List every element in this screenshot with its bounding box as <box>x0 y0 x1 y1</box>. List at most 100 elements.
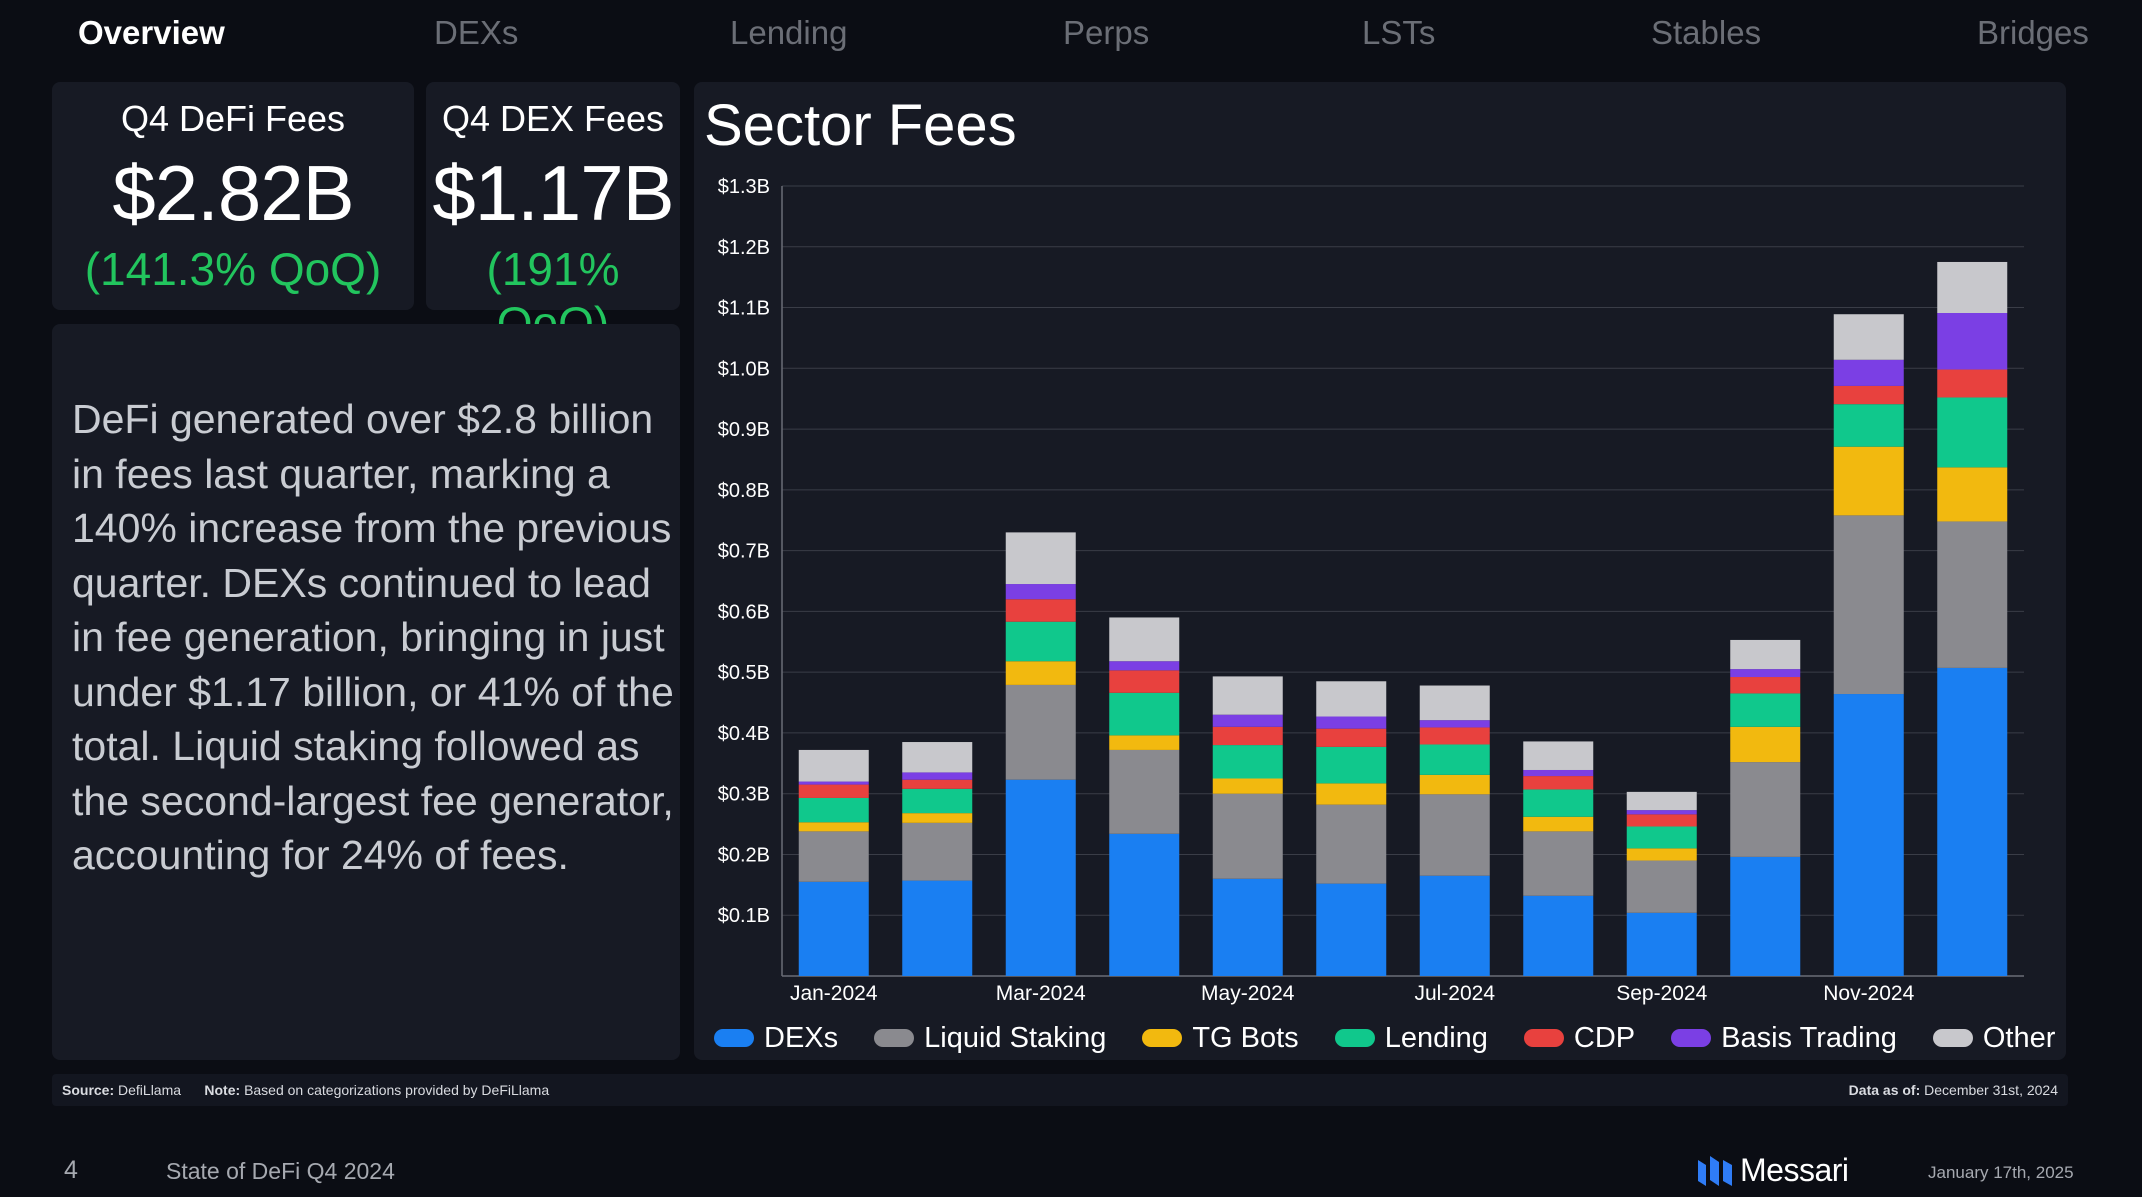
summary-text: DeFi generated over $2.8 billion in fees… <box>72 396 674 878</box>
x-tick-label: Jan-2024 <box>790 982 878 1005</box>
tab-lending[interactable]: Lending <box>730 14 848 51</box>
legend-swatch <box>1334 1029 1375 1047</box>
bar-segment-liquid-staking <box>1109 749 1180 834</box>
y-tick-label: $0.1B <box>718 905 770 927</box>
bar-segment-tg-bots <box>902 813 973 823</box>
legend-item: Liquid Staking <box>874 1022 1106 1055</box>
bar-segment-tg-bots <box>798 822 869 832</box>
legend-label: Basis Trading <box>1721 1021 1897 1054</box>
legend-label: Liquid Staking <box>924 1021 1107 1054</box>
tab-overview[interactable]: Overview <box>78 14 225 51</box>
chart-title: Sector Fees <box>704 93 1017 158</box>
legend-swatch <box>1142 1029 1183 1047</box>
bar-segment-tg-bots <box>1316 783 1387 805</box>
bar-segment-lending <box>1730 693 1801 727</box>
bar-segment-liquid-staking <box>902 822 973 881</box>
messari-logo-icon <box>1698 1155 1732 1186</box>
bar-segment-dexs <box>902 880 973 976</box>
asof-label: Data as of: <box>1848 1082 1921 1098</box>
bar-segment-cdp <box>902 779 973 789</box>
bar-segment-lending <box>902 788 973 814</box>
bar-segment-liquid-staking <box>1212 793 1283 879</box>
y-tick-label: $0.5B <box>718 662 770 684</box>
tab-perps[interactable]: Perps <box>1063 14 1150 51</box>
bar-segment-cdp <box>1212 726 1283 746</box>
bar-segment-cdp <box>1730 677 1801 694</box>
y-tick-label: $0.2B <box>718 844 770 866</box>
legend-item: Other <box>1932 1021 2056 1055</box>
legend-item: DEXs <box>714 1022 838 1055</box>
bar-segment-other <box>1937 261 2008 314</box>
tab-dexs[interactable]: DEXs <box>434 14 519 51</box>
legend-swatch <box>1932 1029 1973 1047</box>
sector-tabs: Overview DEXs Lending Perps LSTs Stables… <box>0 0 2142 68</box>
publish-date: January 17th, 2025 <box>1928 1163 2074 1182</box>
x-tick-label: Mar-2024 <box>996 982 1086 1005</box>
bar-segment-other <box>1730 639 1801 670</box>
bar-segment-liquid-staking <box>1937 521 2008 668</box>
legend-swatch <box>1671 1029 1712 1047</box>
bar-segment-other <box>1212 676 1283 715</box>
bar-segment-lending <box>1937 397 2008 468</box>
bar-segment-basis-trading <box>1212 714 1283 727</box>
bar-segment-dexs <box>1523 895 1594 976</box>
data-as-of: Data as of: December 31st, 2024 <box>1849 1082 2058 1098</box>
tab-lsts[interactable]: LSTs <box>1362 14 1436 51</box>
legend-swatch <box>874 1029 915 1047</box>
brand-logo: Messari <box>1698 1152 1849 1189</box>
legend-label: Lending <box>1384 1021 1488 1054</box>
bar-segment-tg-bots <box>1833 446 1904 516</box>
bar-segment-other <box>1523 741 1594 770</box>
tab-stables[interactable]: Stables <box>1651 14 1762 51</box>
bar-segment-lending <box>1833 404 1904 447</box>
y-tick-label: $0.4B <box>718 723 770 745</box>
legend-item: Basis Trading <box>1671 1022 1897 1055</box>
bar-segment-tg-bots <box>1419 774 1490 795</box>
tab-bridges[interactable]: Bridges <box>1977 14 2089 51</box>
bar-segment-lending <box>1316 746 1387 784</box>
bar-segment-dexs <box>1316 883 1387 976</box>
bar-segment-cdp <box>1937 369 2008 398</box>
legend-label: CDP <box>1573 1021 1636 1054</box>
bar-segment-cdp <box>1109 670 1180 693</box>
bar-segment-other <box>902 742 973 773</box>
bar-segment-tg-bots <box>1730 726 1801 763</box>
bar-segment-other <box>1109 617 1180 662</box>
bar-segment-tg-bots <box>1109 735 1180 750</box>
legend-item: TG Bots <box>1142 1022 1299 1055</box>
bar-segment-other <box>1005 532 1076 585</box>
note-text: Based on categorizations provided by DeF… <box>244 1082 550 1098</box>
bar-segment-cdp <box>1833 385 1904 405</box>
bar-segment-liquid-staking <box>1005 684 1076 780</box>
y-tick-label: $1.1B <box>718 298 770 320</box>
y-tick-label: $0.6B <box>718 601 770 623</box>
bar-segment-cdp <box>1626 814 1697 827</box>
y-tick-label: $0.3B <box>718 784 770 806</box>
bar-segment-liquid-staking <box>1833 515 1904 695</box>
source-text: DefiLlama <box>118 1082 182 1098</box>
summary-card: DeFi generated over $2.8 billion in fees… <box>52 324 680 1060</box>
bar-segment-lending <box>1005 621 1076 662</box>
bar-segment-liquid-staking <box>1626 860 1697 913</box>
x-tick-label: Nov-2024 <box>1823 982 1914 1005</box>
bar-segment-lending <box>798 797 869 823</box>
legend-label: DEXs <box>764 1021 839 1054</box>
bar-segment-basis-trading <box>1523 769 1594 777</box>
bar-segment-basis-trading <box>1419 720 1490 728</box>
y-tick-label: $0.9B <box>718 419 770 441</box>
bar-segment-cdp <box>1316 728 1387 747</box>
kpi-value: $2.82B <box>112 149 354 237</box>
bar-segment-other <box>1626 791 1697 811</box>
bar-segment-dexs <box>1419 875 1490 976</box>
bar-segment-cdp <box>798 784 869 798</box>
kpi-label: Q4 DEX Fees <box>441 98 665 139</box>
bar-segment-lending <box>1109 692 1180 736</box>
bar-segment-basis-trading <box>1109 661 1180 671</box>
legend-label: Other <box>1982 1021 2056 1054</box>
x-tick-label: May-2024 <box>1201 982 1295 1005</box>
legend-swatch <box>1523 1029 1564 1047</box>
source-bar: Source: DefiLlama Note: Based on categor… <box>52 1074 2068 1106</box>
legend-item: CDP <box>1523 1021 1636 1055</box>
report-title: State of DeFi Q4 2024 <box>166 1158 395 1184</box>
